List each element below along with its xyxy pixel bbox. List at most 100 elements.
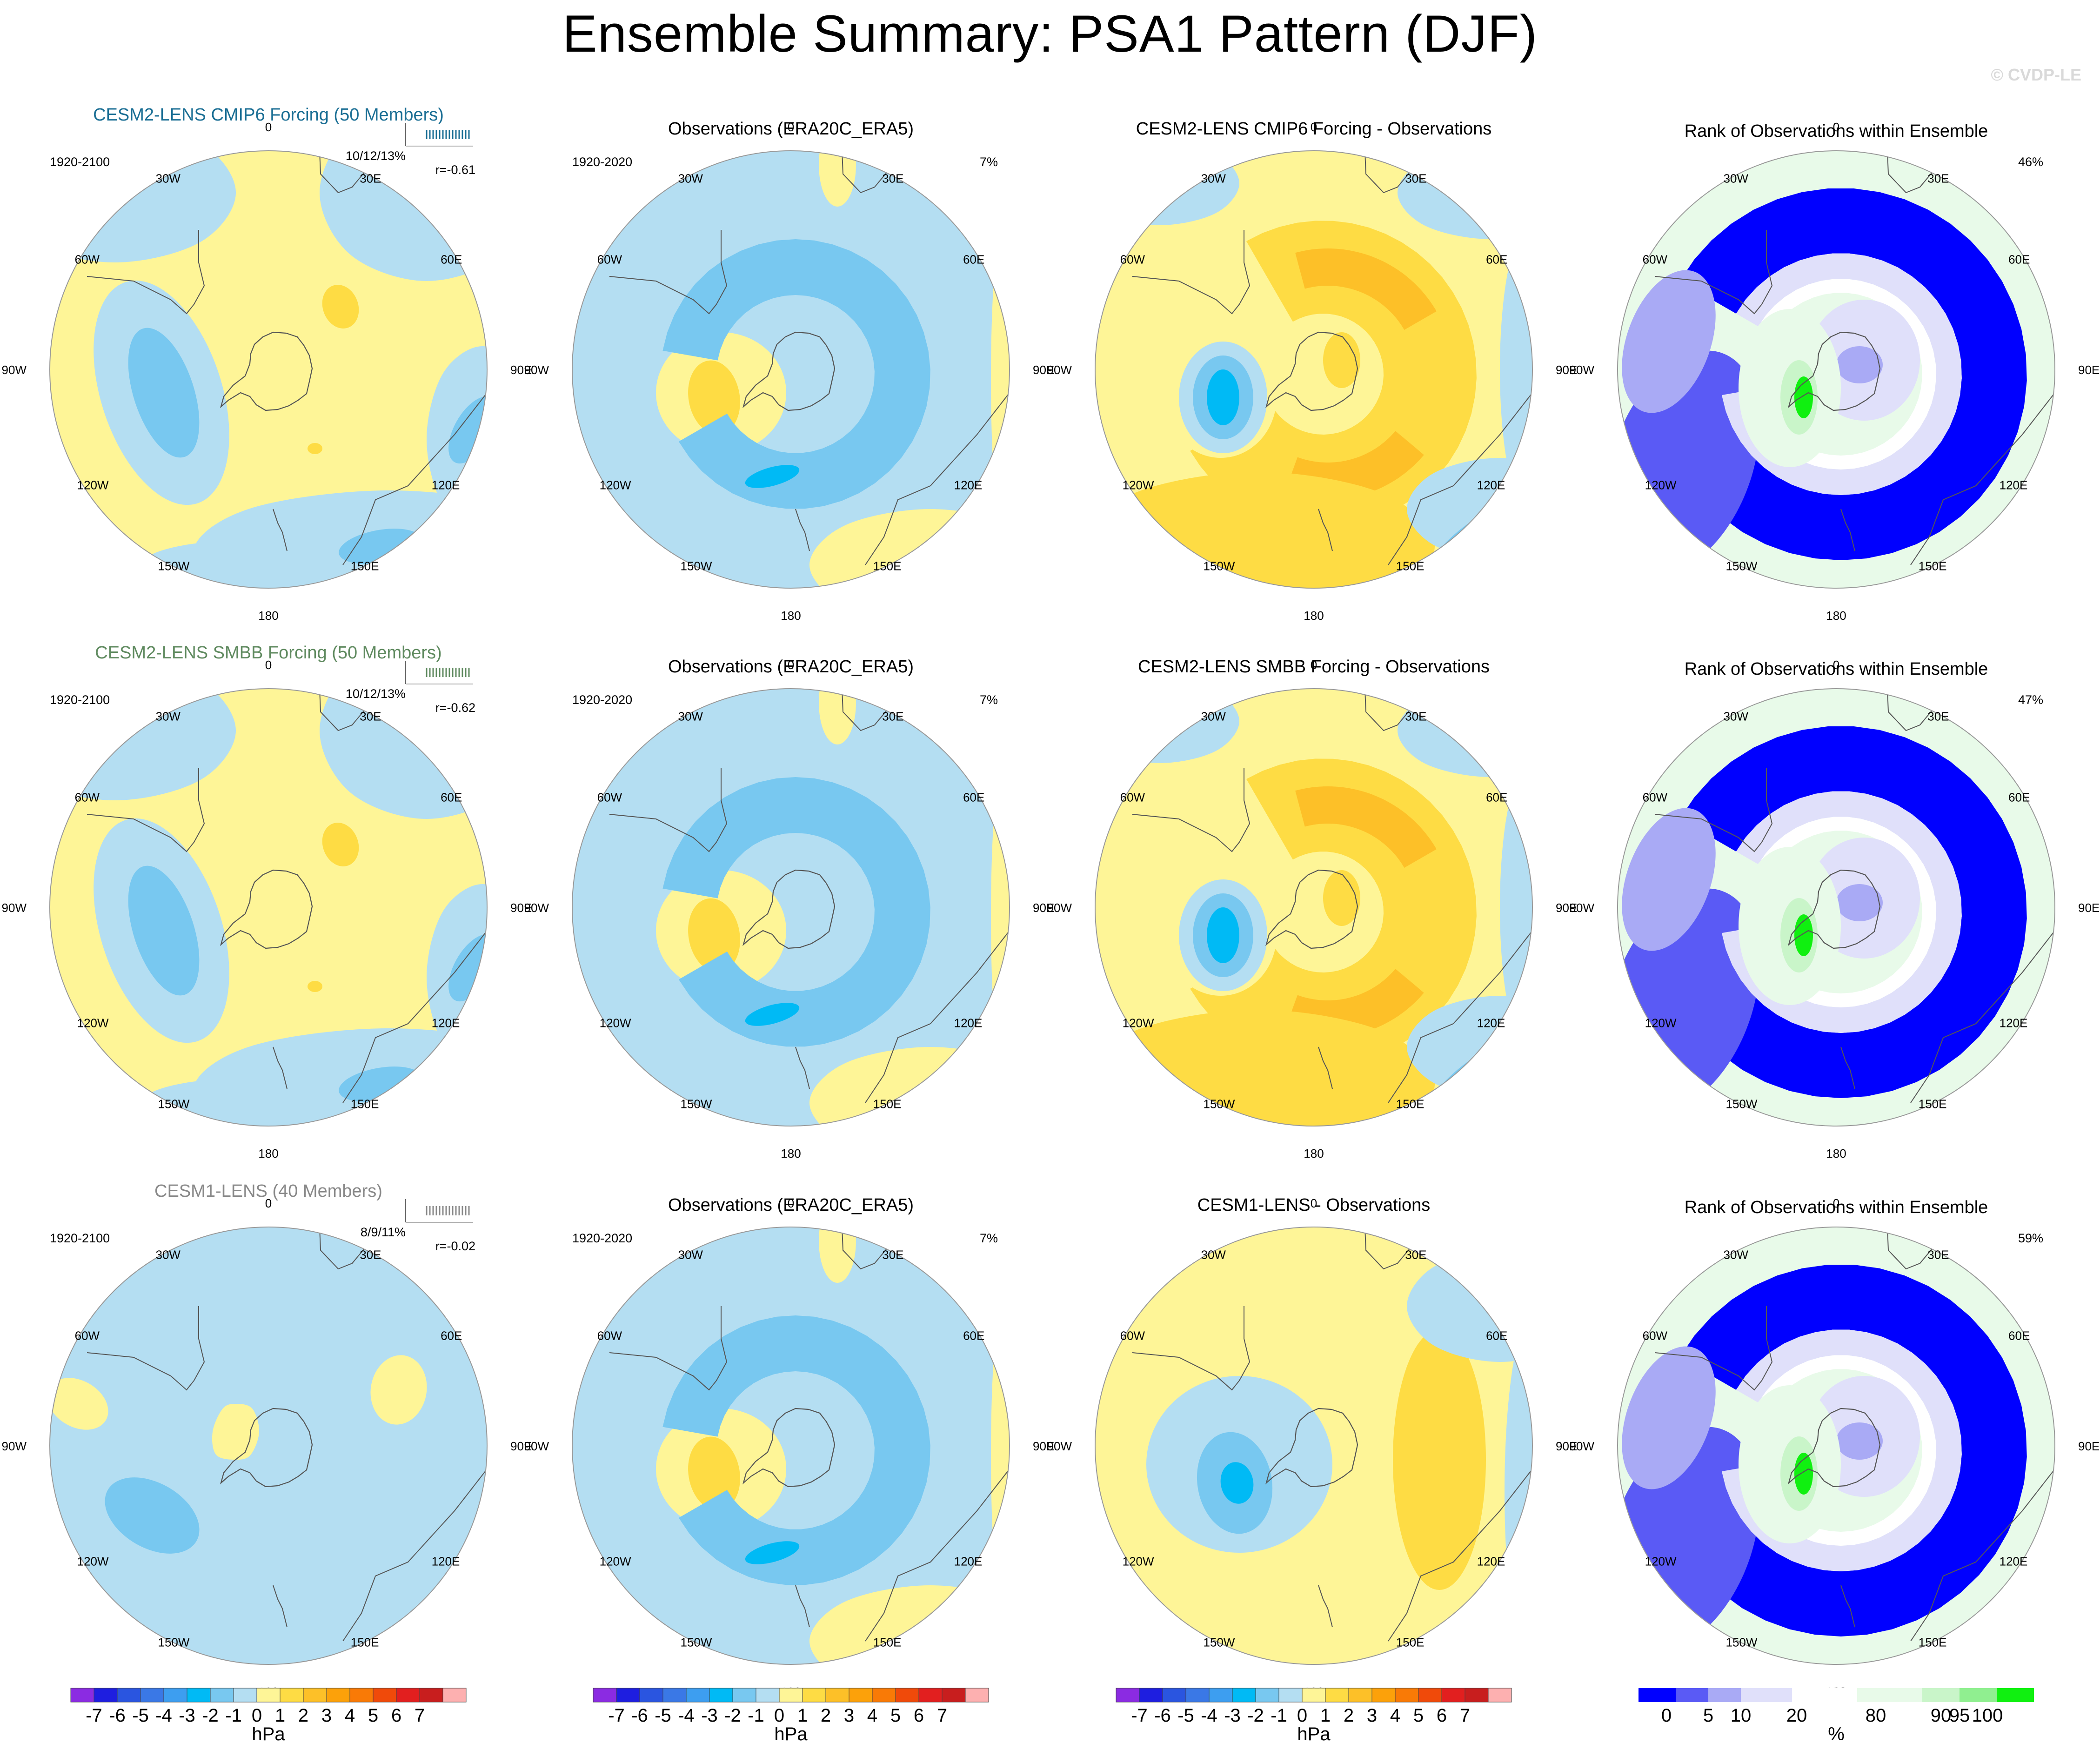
longitude-label: 30W <box>156 1248 181 1262</box>
longitude-label: 120W <box>600 1016 631 1030</box>
colorbar-swatch <box>1922 1688 1960 1702</box>
longitude-label: 180 <box>781 1147 801 1160</box>
longitude-label: 90W <box>1570 1439 1595 1453</box>
colorbar-tick: 0 <box>1297 1705 1307 1726</box>
longitude-label: 150W <box>681 1097 712 1111</box>
colorbar-swatch <box>1302 1688 1326 1703</box>
colorbar-tick: 100 <box>1972 1705 2003 1726</box>
longitude-label: 30W <box>678 1248 703 1262</box>
map-fill <box>1618 151 2055 588</box>
longitude-label: 60E <box>963 253 984 267</box>
longitude-label: 180 <box>1826 1147 1846 1160</box>
positive-core <box>308 981 322 992</box>
longitude-label: 90E <box>1556 1439 1577 1453</box>
colorbar-swatch <box>1325 1688 1349 1703</box>
longitude-label: 60W <box>1120 791 1145 805</box>
australia-coastline <box>1910 930 2055 1103</box>
longitude-label: 120W <box>600 1555 631 1569</box>
longitude-label: 150W <box>1726 1097 1758 1111</box>
south-america-coastline <box>609 768 728 852</box>
colorbar-tick: 1 <box>1320 1705 1331 1726</box>
australia-coastline <box>865 930 1010 1103</box>
longitude-label: 60W <box>75 253 100 267</box>
colorbar-tick: -3 <box>1224 1705 1241 1726</box>
longitude-label: 60E <box>2008 1329 2030 1343</box>
positive-core <box>322 823 359 866</box>
antarctica-coastline <box>742 331 836 411</box>
longitude-label: 180 <box>258 609 278 623</box>
colorbar-tick: 1 <box>797 1705 808 1726</box>
new-zealand-coastline <box>795 509 810 551</box>
colorbar-tick: -1 <box>1271 1705 1287 1726</box>
longitude-label: 30W <box>156 172 181 186</box>
africa-coastline <box>319 689 371 731</box>
colorbar-tick: 7 <box>1460 1705 1470 1726</box>
hpa-colorbar: -7 -6 -5 -4 -3 -2 -1 0 1 2 3 4 5 6 7 hPa <box>1116 1688 1512 1744</box>
negative-band <box>662 239 930 509</box>
colorbar-swatch <box>1209 1688 1233 1703</box>
longitude-label: 90E <box>2078 901 2100 915</box>
mini-histogram <box>405 123 473 147</box>
new-zealand-coastline <box>1318 1046 1333 1089</box>
colorbar-swatch <box>872 1688 896 1703</box>
longitude-label: 120W <box>600 478 631 492</box>
colorbar-swatch <box>70 1688 94 1703</box>
colorbar-swatch <box>1792 1688 1857 1702</box>
rank-percent: 47% <box>2018 693 2043 707</box>
longitude-label: 30W <box>156 710 181 724</box>
colorbar-swatch <box>965 1688 989 1703</box>
africa-coastline <box>1364 1227 1417 1270</box>
colorbar-swatch <box>1741 1688 1792 1702</box>
longitude-label: 90W <box>2 1439 27 1453</box>
negative-core <box>745 465 800 488</box>
new-zealand-coastline <box>1318 509 1333 551</box>
south-america-coastline <box>1132 230 1251 315</box>
longitude-label: 90E <box>1033 363 1054 377</box>
colorbar-tick: 4 <box>345 1705 355 1726</box>
map-border <box>1617 150 2055 589</box>
longitude-label: 60W <box>1643 253 1668 267</box>
rank-percent: 59% <box>2018 1231 2043 1245</box>
south-america-coastline <box>1132 768 1251 852</box>
negative-zone <box>1505 1315 1532 1664</box>
longitude-label: 120E <box>2000 1016 2028 1030</box>
rank-mid-zone <box>1836 346 1883 383</box>
longitude-label: 120E <box>2000 1555 2028 1569</box>
observations-percent: 7% <box>980 1231 998 1245</box>
south-america-coastline <box>87 768 205 852</box>
new-zealand-coastline <box>1840 1585 1855 1628</box>
map-border <box>1095 688 1533 1127</box>
longitude-label: 0 <box>265 120 272 134</box>
colorbar-swatch <box>1278 1688 1303 1703</box>
mini-histogram <box>405 1199 473 1223</box>
negative-band <box>662 777 930 1047</box>
longitude-label: 150E <box>351 559 379 573</box>
colorbar-tick: 5 <box>1703 1705 1713 1726</box>
colorbar-swatch <box>779 1688 803 1703</box>
observations-period: 1920-2020 <box>572 1231 632 1245</box>
longitude-label: 60W <box>1643 1329 1668 1343</box>
longitude-label: 30W <box>1724 710 1749 724</box>
negative-zone <box>1398 689 1532 777</box>
longitude-label: 0 <box>788 1196 794 1210</box>
map-background <box>50 1227 487 1664</box>
longitude-label: 30E <box>1927 1248 1949 1262</box>
longitude-label: 60E <box>441 791 462 805</box>
longitude-label: 90W <box>1570 901 1595 915</box>
australia-coastline <box>1388 392 1532 565</box>
new-zealand-coastline <box>1840 1046 1855 1089</box>
colorbar-swatch <box>593 1688 617 1703</box>
longitude-label: 90W <box>524 363 549 377</box>
map-fill <box>572 1227 1010 1664</box>
longitude-label: 90E <box>510 1439 532 1453</box>
colorbar-tick: 6 <box>1437 1705 1447 1726</box>
longitude-label: 90E <box>1556 363 1577 377</box>
colorbar-tick: 4 <box>1390 1705 1400 1726</box>
hpa-colorbar: -7 -6 -5 -4 -3 -2 -1 0 1 2 3 4 5 6 7 hPa <box>70 1688 467 1744</box>
antarctica-coastline <box>1265 1408 1358 1488</box>
positive-zone <box>819 689 856 744</box>
colorbar-unit: hPa <box>252 1724 285 1744</box>
rank-panel-title: Rank of Observations within Ensemble <box>1685 1198 1988 1217</box>
colorbar-swatch <box>187 1688 211 1703</box>
